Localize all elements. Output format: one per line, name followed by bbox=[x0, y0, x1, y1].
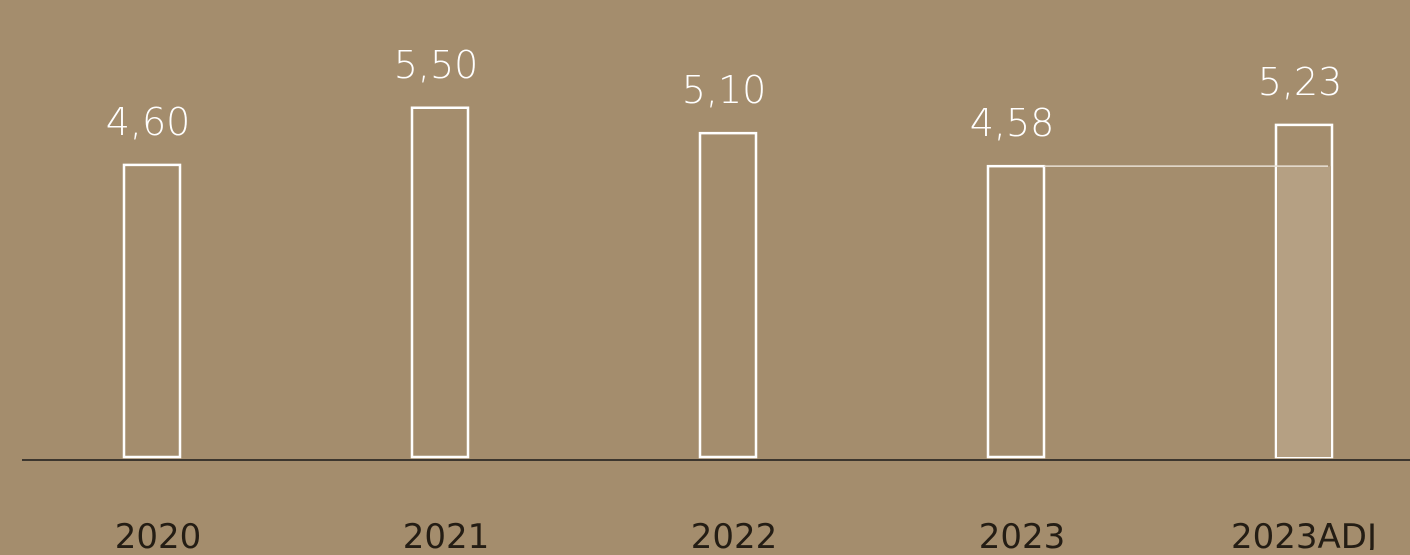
value-label: 4,60 bbox=[106, 100, 191, 144]
value-label: 5,10 bbox=[682, 68, 767, 112]
value-label: 5,23 bbox=[1258, 60, 1343, 104]
highlight-fill bbox=[1277, 166, 1331, 458]
bars-layer bbox=[122, 106, 1334, 459]
bar-2023 bbox=[986, 164, 1046, 459]
value-label: 5,50 bbox=[394, 43, 479, 87]
labels-layer: 4,60 2020 5,50 2021 5,10 2022 4,58 2023 5,23 2023… bbox=[106, 43, 1377, 555]
bar-2022 bbox=[698, 131, 758, 459]
x-tick-label: 2020 bbox=[115, 517, 202, 550]
bar-2021 bbox=[410, 106, 470, 459]
x-tick-label: 2023 bbox=[979, 517, 1066, 550]
x-tick-label: 2022 bbox=[691, 517, 778, 550]
bar-2020 bbox=[122, 163, 182, 459]
x-tick-label: 2023ADJ bbox=[1231, 517, 1377, 550]
x-tick-label: 2021 bbox=[403, 517, 490, 550]
value-label: 4,58 bbox=[970, 101, 1055, 145]
